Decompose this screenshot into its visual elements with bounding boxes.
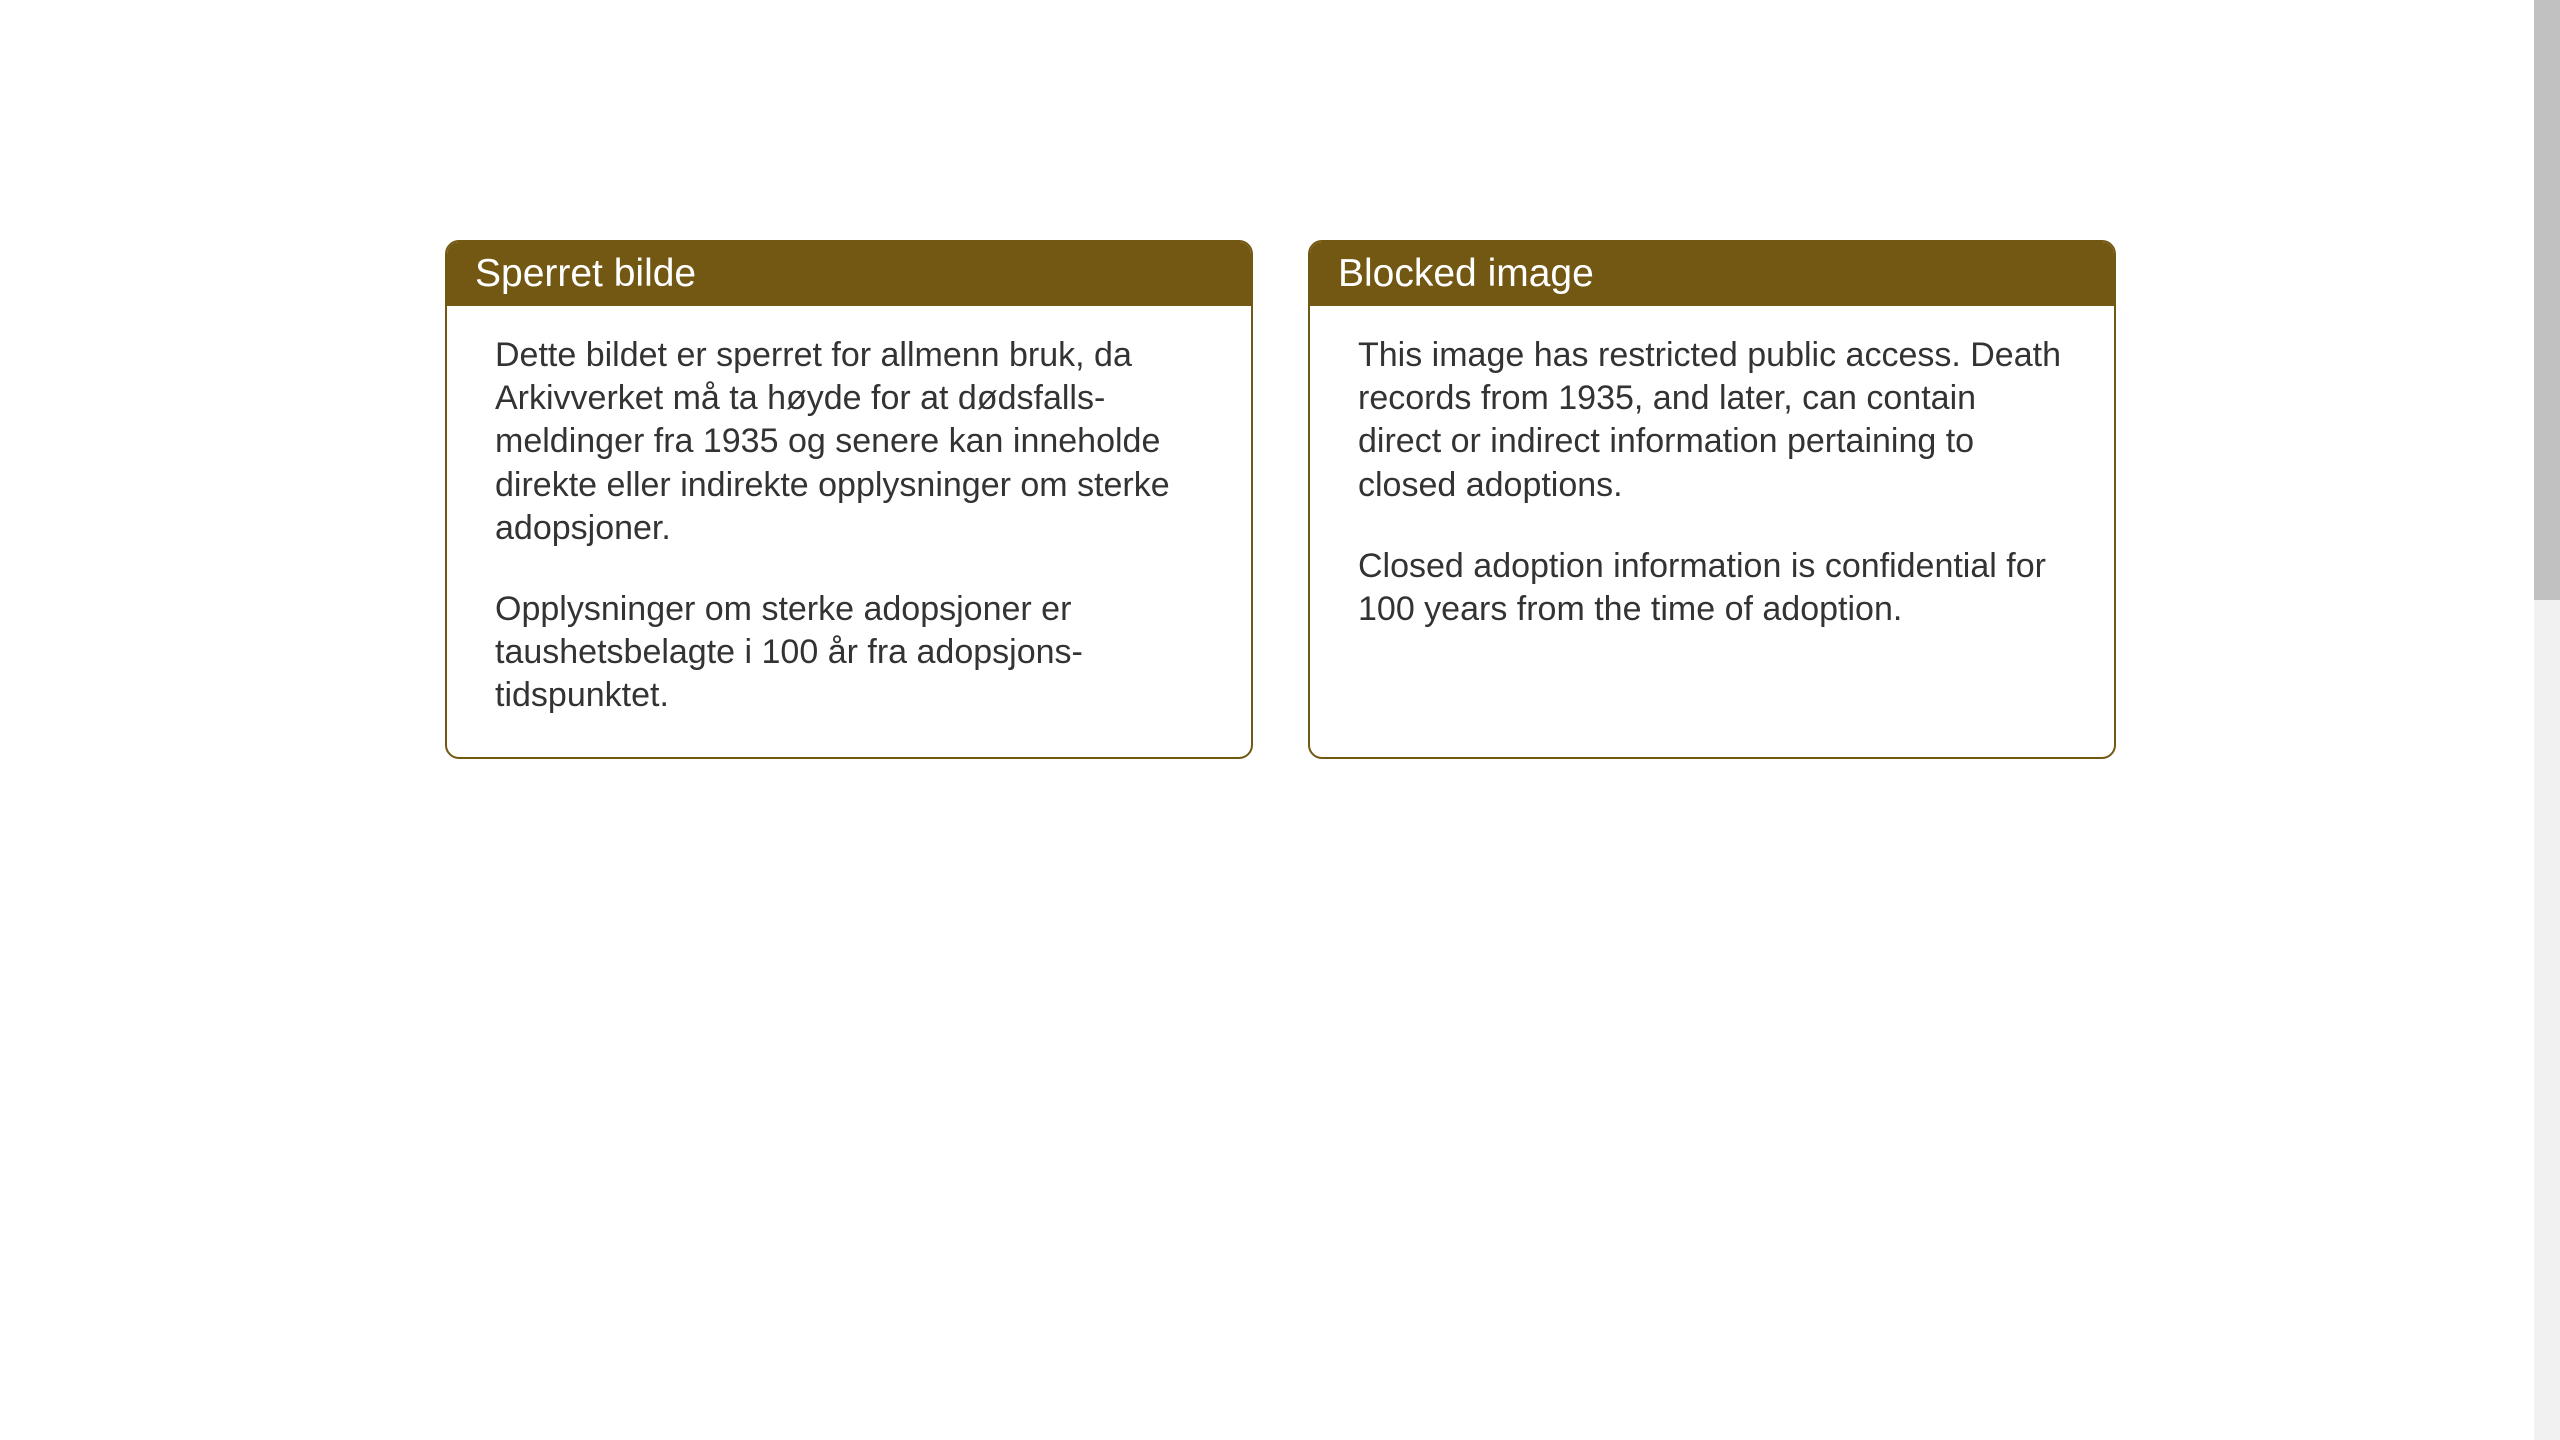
norwegian-panel-title: Sperret bilde [447,242,1251,306]
norwegian-panel: Sperret bilde Dette bildet er sperret fo… [445,240,1253,759]
norwegian-panel-body: Dette bildet er sperret for allmenn bruk… [447,306,1251,757]
vertical-scrollbar-thumb[interactable] [2534,0,2560,600]
english-panel: Blocked image This image has restricted … [1308,240,2116,759]
english-paragraph-1: This image has restricted public access.… [1358,334,2066,507]
english-paragraph-2: Closed adoption information is confident… [1358,545,2066,631]
english-panel-title: Blocked image [1310,242,2114,306]
english-panel-body: This image has restricted public access.… [1310,306,2114,671]
norwegian-paragraph-1: Dette bildet er sperret for allmenn bruk… [495,334,1203,550]
vertical-scrollbar-track[interactable] [2534,0,2560,1440]
norwegian-paragraph-2: Opplysninger om sterke adopsjoner er tau… [495,588,1203,718]
notice-container: Sperret bilde Dette bildet er sperret fo… [445,240,2116,759]
